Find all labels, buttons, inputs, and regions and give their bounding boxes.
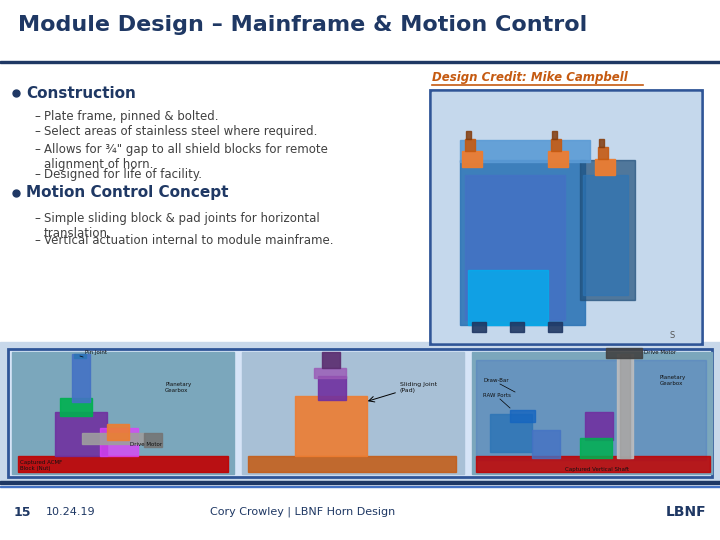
Text: –: –: [34, 143, 40, 156]
Bar: [595, 159, 615, 175]
Text: Motion Control Concept: Motion Control Concept: [26, 186, 228, 200]
Bar: [472, 322, 486, 332]
Bar: [552, 131, 557, 139]
Bar: [617, 354, 633, 458]
Bar: [100, 428, 138, 456]
Bar: [242, 352, 464, 474]
Text: Module Design – Mainframe & Motion Control: Module Design – Mainframe & Motion Contr…: [18, 15, 588, 35]
Text: –: –: [34, 212, 40, 225]
Bar: [462, 151, 482, 167]
Text: Vertical actuation internal to module mainframe.: Vertical actuation internal to module ma…: [44, 234, 333, 247]
Bar: [460, 160, 585, 325]
Text: Construction: Construction: [26, 85, 136, 100]
Bar: [606, 348, 642, 358]
Bar: [0, 484, 720, 540]
Bar: [598, 147, 608, 159]
FancyBboxPatch shape: [430, 90, 702, 344]
Bar: [0, 60, 720, 63]
Bar: [0, 63, 720, 345]
Bar: [107, 424, 129, 440]
Text: Design Credit: Mike Campbell: Design Credit: Mike Campbell: [432, 71, 628, 84]
Text: Captured Vertical Shaft: Captured Vertical Shaft: [565, 467, 629, 472]
Bar: [466, 131, 471, 139]
Bar: [468, 270, 548, 325]
Bar: [465, 139, 475, 151]
Text: Sliding Joint
(Pad): Sliding Joint (Pad): [400, 382, 437, 393]
Bar: [12, 352, 234, 474]
Bar: [583, 175, 628, 295]
Text: –: –: [34, 234, 40, 247]
Bar: [314, 368, 346, 378]
Text: Planetary
Gearbox: Planetary Gearbox: [660, 375, 686, 386]
Text: Plate frame, pinned & bolted.: Plate frame, pinned & bolted.: [44, 110, 218, 123]
Bar: [60, 398, 92, 416]
Text: RAW Ports: RAW Ports: [483, 393, 511, 398]
Bar: [318, 376, 346, 400]
Text: LBNF: LBNF: [665, 505, 706, 519]
Text: Allows for ¾" gap to all shield blocks for remote
alignment of horn.: Allows for ¾" gap to all shield blocks f…: [44, 143, 328, 171]
Text: Drive Motor: Drive Motor: [130, 442, 162, 447]
Text: Pin Joint: Pin Joint: [85, 350, 107, 355]
Bar: [620, 354, 630, 458]
Text: Captured ACMF
Block (Nut): Captured ACMF Block (Nut): [20, 460, 62, 471]
FancyBboxPatch shape: [8, 349, 712, 477]
Text: 10.24.19: 10.24.19: [46, 507, 96, 517]
Bar: [432, 92, 700, 342]
Bar: [144, 433, 162, 447]
Bar: [82, 433, 144, 444]
Bar: [532, 430, 560, 458]
Text: –: –: [34, 110, 40, 123]
Bar: [490, 414, 532, 452]
Bar: [74, 354, 86, 358]
Bar: [580, 438, 612, 458]
Bar: [248, 456, 456, 472]
Bar: [55, 412, 107, 456]
Bar: [0, 342, 720, 482]
Text: Cory Crowley | LBNF Horn Design: Cory Crowley | LBNF Horn Design: [210, 507, 395, 517]
Bar: [548, 151, 568, 167]
Bar: [580, 160, 635, 300]
Text: 15: 15: [14, 505, 32, 518]
Bar: [548, 322, 562, 332]
Text: S: S: [670, 331, 675, 340]
Bar: [0, 0, 720, 60]
Text: Simple sliding block & pad joints for horizontal
translation.: Simple sliding block & pad joints for ho…: [44, 212, 320, 240]
Bar: [72, 354, 90, 402]
Bar: [0, 485, 720, 487]
Bar: [465, 175, 565, 320]
Text: –: –: [34, 125, 40, 138]
Text: Drive Motor: Drive Motor: [644, 350, 676, 355]
Bar: [585, 412, 613, 440]
Bar: [0, 481, 720, 484]
Text: Select areas of stainless steel where required.: Select areas of stainless steel where re…: [44, 125, 318, 138]
Bar: [599, 139, 604, 147]
Bar: [295, 396, 367, 456]
Text: –: –: [34, 168, 40, 181]
Text: Draw-Bar: Draw-Bar: [483, 378, 508, 383]
Bar: [476, 360, 706, 460]
Text: Designed for life of facility.: Designed for life of facility.: [44, 168, 202, 181]
Text: Planetary
Gearbox: Planetary Gearbox: [165, 382, 192, 393]
Bar: [472, 352, 712, 474]
Bar: [510, 410, 535, 422]
Bar: [322, 352, 340, 368]
Bar: [18, 456, 228, 472]
Bar: [472, 352, 712, 474]
Bar: [510, 322, 524, 332]
Bar: [460, 140, 590, 162]
Bar: [242, 352, 464, 474]
Bar: [551, 139, 561, 151]
Bar: [12, 352, 234, 474]
Bar: [476, 456, 710, 472]
